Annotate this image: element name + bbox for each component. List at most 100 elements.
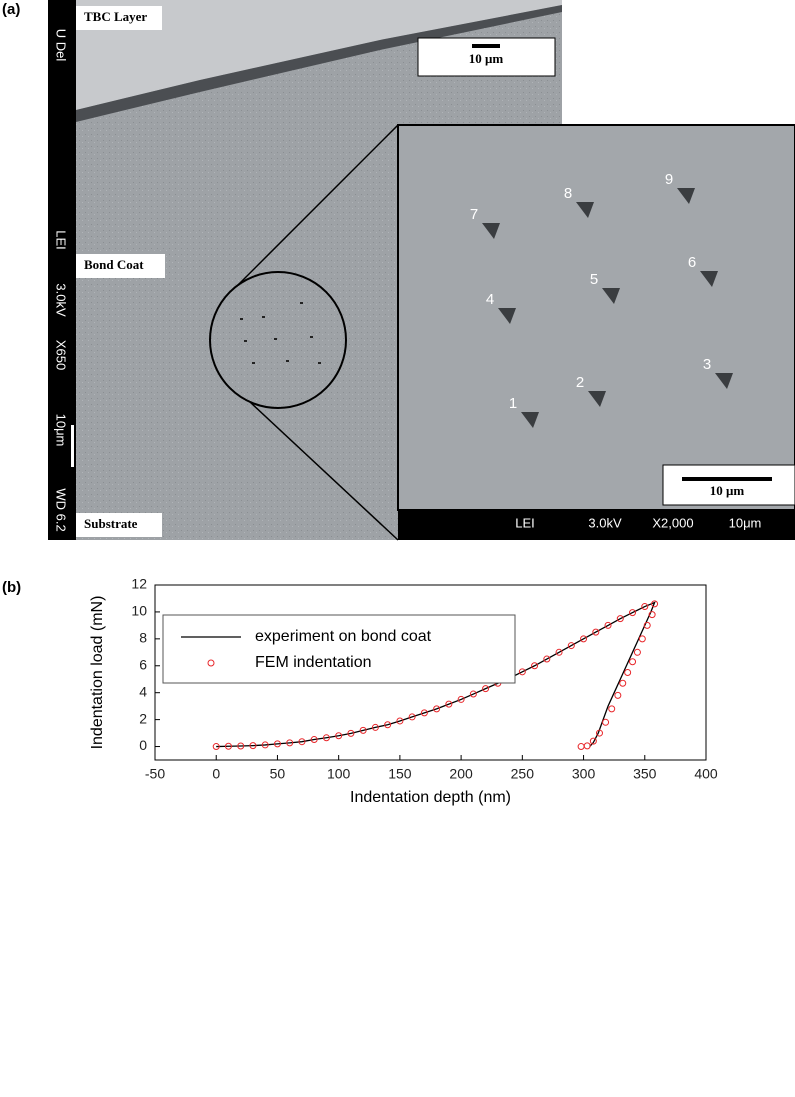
data-point <box>555 648 563 656</box>
data-point <box>567 642 575 650</box>
x-tick-label: 50 <box>270 766 286 782</box>
indent-mark <box>677 188 695 204</box>
data-point <box>371 723 379 731</box>
data-point <box>420 709 428 717</box>
y-tick-label: 4 <box>139 683 147 699</box>
layer-label: Substrate <box>84 516 138 531</box>
indent-dot <box>244 340 247 342</box>
indent-mark <box>715 373 733 389</box>
indent-mark <box>602 288 620 304</box>
sidebar-text: 3.0kV <box>54 283 69 317</box>
indent-dot <box>286 360 289 362</box>
data-point <box>580 635 588 643</box>
zoom-line <box>237 124 399 286</box>
x-tick-label: 350 <box>633 766 657 782</box>
footer-text: X2,000 <box>652 515 693 530</box>
y-tick-label: 6 <box>139 656 147 672</box>
indent-label: 9 <box>665 171 673 188</box>
data-point <box>224 742 232 750</box>
scale-bar <box>682 477 772 481</box>
data-point <box>469 690 477 698</box>
x-tick-label: 150 <box>388 766 412 782</box>
x-tick-label: 250 <box>511 766 535 782</box>
label-box <box>76 6 162 30</box>
data-point <box>396 717 404 725</box>
inset-footer <box>398 510 795 540</box>
y-axis-label: Indentation load (mN) <box>89 596 106 750</box>
data-point <box>643 621 651 629</box>
x-tick-label: 300 <box>572 766 596 782</box>
y-tick-label: 12 <box>131 576 147 592</box>
footer-text: 3.0kV <box>588 515 622 530</box>
zoom-circle <box>209 271 347 409</box>
indent-label: 7 <box>470 206 478 223</box>
x-tick-label: 200 <box>449 766 473 782</box>
data-point <box>310 736 318 744</box>
x-tick-label: -50 <box>145 766 165 782</box>
data-point <box>322 734 330 742</box>
scale-label: 10 μm <box>469 51 504 66</box>
footer-text: LEI <box>515 515 535 530</box>
x-tick-label: 100 <box>327 766 351 782</box>
indent-dot <box>262 316 265 318</box>
data-point <box>619 679 627 687</box>
data-point <box>531 662 539 670</box>
indent-dot <box>300 302 303 304</box>
panel-label: (a) <box>2 1 20 18</box>
data-point <box>651 600 659 608</box>
data-point <box>261 741 269 749</box>
y-tick-label: 8 <box>139 630 147 646</box>
label-box <box>76 513 162 537</box>
layer-label: Bond Coat <box>84 257 144 272</box>
indent-label: 2 <box>576 374 584 391</box>
indent-dot <box>310 336 313 338</box>
scale-bar <box>472 44 500 48</box>
data-point <box>384 721 392 729</box>
label-box <box>76 254 165 278</box>
data-point <box>604 621 612 629</box>
indent-dot <box>252 362 255 364</box>
sidebar-text: U Del <box>54 29 69 62</box>
y-tick-label: 10 <box>131 603 147 619</box>
x-tick-label: 400 <box>694 766 718 782</box>
sidebar-text: 10μm <box>54 414 69 447</box>
interface-gap <box>76 5 562 122</box>
indent-label: 5 <box>590 271 598 288</box>
scale-label: 10 μm <box>710 483 745 498</box>
sem-inset <box>397 124 795 511</box>
tbc-layer <box>76 0 562 110</box>
sidebar-scale <box>71 425 74 467</box>
sidebar-text: LEI <box>54 230 69 250</box>
indent-mark <box>521 412 539 428</box>
panel-label: (b) <box>2 579 21 596</box>
data-point <box>583 742 591 750</box>
indent-label: 8 <box>564 185 572 202</box>
data-point <box>335 732 343 740</box>
indent-dot <box>318 362 321 364</box>
data-point <box>641 603 649 611</box>
data-point <box>286 739 294 747</box>
scale-box <box>662 464 795 506</box>
data-point <box>616 615 624 623</box>
data-point <box>629 658 637 666</box>
data-point <box>624 669 632 676</box>
x-axis-label: Indentation depth (nm) <box>350 789 511 806</box>
data-point <box>633 648 641 656</box>
sidebar-text: WD 6.2 <box>54 488 69 531</box>
indent-mark <box>700 271 718 287</box>
data-point <box>212 743 220 751</box>
x-tick-label: 0 <box>212 766 220 782</box>
footer-text: 10μm <box>729 515 762 530</box>
data-point <box>595 729 603 737</box>
data-point <box>648 611 656 619</box>
legend-swatch <box>207 659 215 667</box>
data-point <box>608 705 616 713</box>
data-point <box>249 742 257 750</box>
indent-dot <box>240 318 243 320</box>
data-point <box>237 742 245 750</box>
data-point <box>347 729 355 737</box>
data-point <box>457 695 465 703</box>
data-point <box>273 740 281 748</box>
indent-label: 3 <box>703 356 711 373</box>
